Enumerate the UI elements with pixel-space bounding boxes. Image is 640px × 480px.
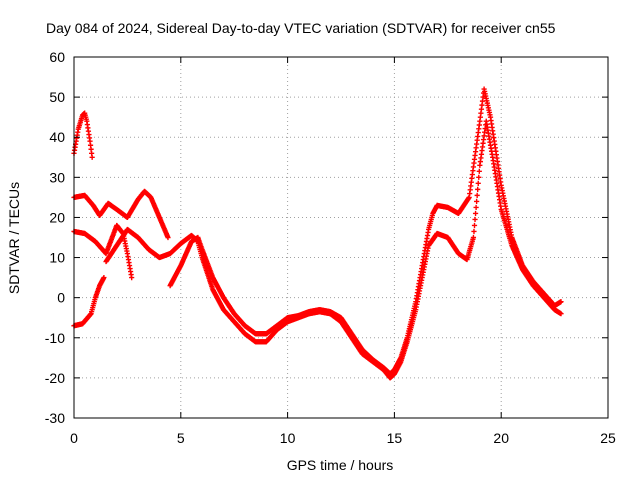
data-series xyxy=(71,86,564,381)
x-axis-label: GPS time / hours xyxy=(287,457,394,473)
series-track-f xyxy=(167,86,564,377)
data-point xyxy=(89,154,95,160)
axis-ticks: -30 -20 -10 0 10 20 30 40 50 60 0 5 10 15 20 25 xyxy=(45,49,616,446)
y-tick-label: 10 xyxy=(49,250,65,266)
data-point xyxy=(474,198,480,204)
data-point xyxy=(471,222,478,229)
data-point xyxy=(476,174,482,180)
y-tick-label: 30 xyxy=(49,169,65,185)
x-tick-label: 25 xyxy=(600,430,616,446)
y-tick-label: 0 xyxy=(57,290,65,306)
chart-title: Day 084 of 2024, Sidereal Day-to-day VTE… xyxy=(46,20,556,36)
x-tick-label: 5 xyxy=(177,430,185,446)
data-point xyxy=(165,234,171,241)
y-tick-label: 50 xyxy=(49,89,65,105)
data-point xyxy=(474,192,480,198)
data-point xyxy=(472,216,478,223)
x-tick-label: 15 xyxy=(387,430,403,446)
data-point xyxy=(475,180,481,186)
data-point xyxy=(476,168,482,174)
y-tick-label: -10 xyxy=(45,330,65,346)
data-point xyxy=(471,228,477,235)
x-tick-label: 10 xyxy=(280,430,296,446)
plot-frame xyxy=(73,56,609,419)
data-point xyxy=(558,299,564,305)
data-point xyxy=(101,275,107,281)
data-point xyxy=(558,311,564,317)
y-tick-label: 60 xyxy=(49,49,65,65)
x-tick-label: 20 xyxy=(493,430,509,446)
x-tick-label: 0 xyxy=(70,430,78,446)
y-tick-label: 20 xyxy=(49,209,65,225)
y-tick-label: 40 xyxy=(49,129,65,145)
data-point xyxy=(472,210,479,217)
series-track-b xyxy=(71,188,171,241)
y-axis-label: SDTVAR / TECUs xyxy=(6,182,22,294)
data-point xyxy=(470,234,477,241)
y-tick-label: -30 xyxy=(45,410,65,426)
y-tick-label: -20 xyxy=(45,370,65,386)
data-point xyxy=(129,275,135,281)
series-track-c xyxy=(71,222,135,281)
data-point xyxy=(475,186,481,192)
data-point xyxy=(473,204,479,211)
